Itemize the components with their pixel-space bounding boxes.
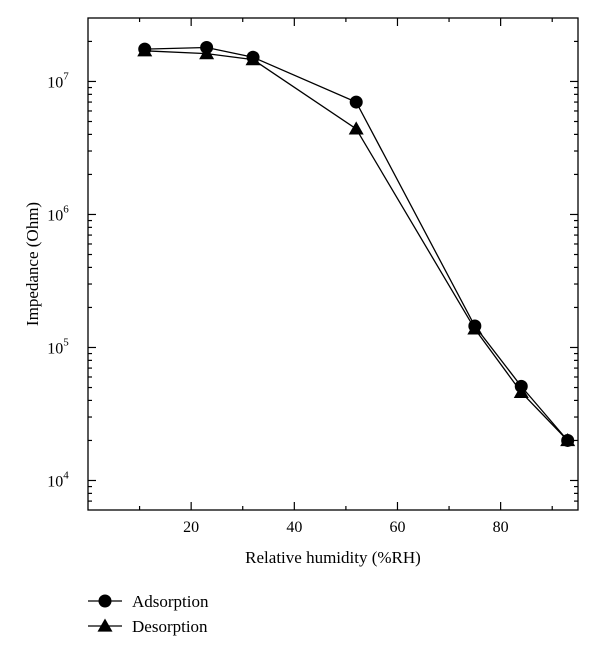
x-tick-label: 60 [389, 519, 405, 536]
adsorption-legend-label: Adsorption [132, 592, 209, 611]
x-tick-label: 40 [286, 519, 302, 536]
x-tick-label: 80 [493, 519, 509, 536]
x-axis-label: Relative humidity (%RH) [245, 548, 421, 567]
y-axis-label: Impedance (Ohm) [23, 202, 42, 326]
desorption-point [560, 432, 576, 447]
y-tick-base: 10 [47, 74, 63, 91]
desorption-legend-label: Desorption [132, 617, 208, 636]
desorption-legend-marker [97, 618, 113, 632]
y-tick-exponent: 5 [63, 336, 69, 348]
desorption-point [199, 46, 215, 60]
desorption-point [137, 43, 153, 57]
x-axis-ticks: 20 40 60 80 [138, 18, 553, 536]
y-tick-label: 106 [47, 203, 69, 224]
desorption-line [144, 50, 569, 441]
x-tick-label: 20 [183, 519, 199, 536]
y-tick-exponent: 4 [63, 469, 69, 481]
legend: Adsorption Desorption [88, 592, 209, 636]
plot-frame [87, 17, 579, 511]
y-tick-label: 107 [47, 70, 69, 91]
desorption-point [467, 321, 483, 335]
desorption-point [513, 384, 529, 398]
y-tick-base: 10 [47, 340, 63, 357]
y-tick-exponent: 6 [63, 203, 69, 215]
y-tick-label: 104 [47, 469, 69, 490]
y-tick-exponent: 7 [63, 70, 69, 82]
desorption-point [348, 121, 364, 135]
y-tick-base: 10 [47, 473, 63, 490]
series-layer [137, 41, 576, 447]
adsorption-legend-marker [98, 594, 112, 608]
y-tick-label: 105 [47, 336, 69, 357]
adsorption-point [349, 95, 363, 109]
y-tick-base: 10 [47, 207, 63, 224]
desorption-point [245, 52, 261, 66]
